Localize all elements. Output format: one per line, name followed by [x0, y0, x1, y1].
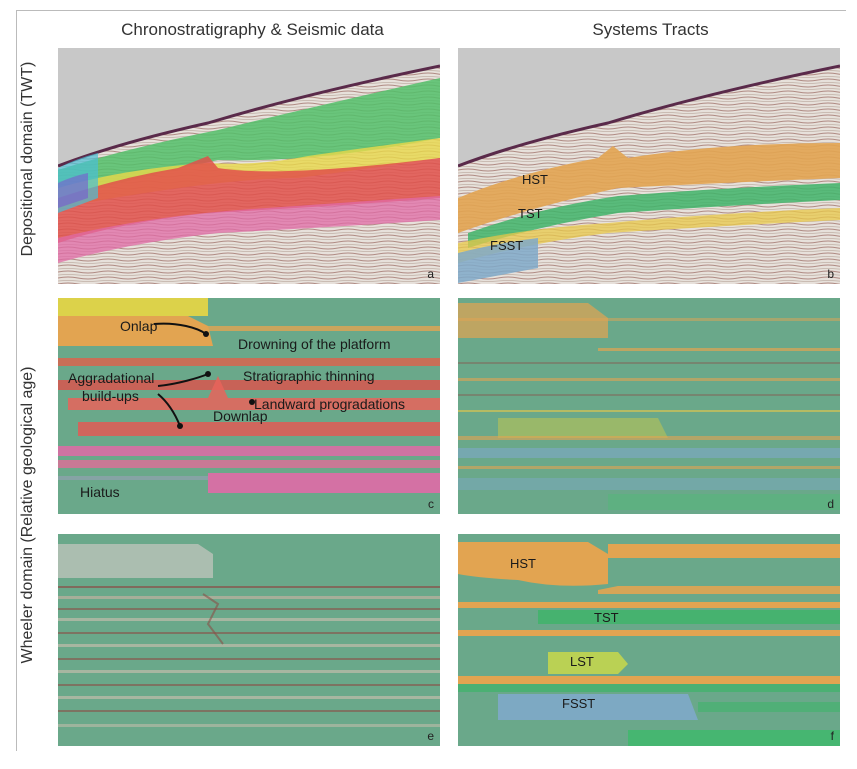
- row-title-wheeler: Wheeler domain (Relative geological age): [19, 366, 36, 664]
- panel-f-wheeler-systems-tracts: HST TST LST FSST f: [458, 534, 840, 746]
- annotation-downlap: Downlap: [213, 408, 268, 424]
- panel-c-wheeler-chronostratigraphy: Onlap Drowning of the platform Aggradati…: [58, 298, 440, 514]
- panel-f-label: f: [830, 729, 834, 743]
- panel-d-wheeler-systems-tracts: d: [458, 298, 840, 514]
- annotation-buildups: build-ups: [82, 388, 139, 404]
- tract-f-lst: LST: [570, 654, 594, 669]
- tract-f-fsst: FSST: [562, 696, 596, 711]
- panel-a-label: a: [427, 267, 434, 281]
- annotation-thinning: Stratigraphic thinning: [243, 368, 375, 384]
- annotation-aggradational: Aggradational: [68, 370, 155, 386]
- panel-e-wheeler-seismic: e: [58, 534, 440, 746]
- row-title-depositional: Depositional domain (TWT): [19, 61, 36, 257]
- annotation-landward: Landward progradations: [254, 396, 405, 412]
- panel-b-systems-tracts-seismic: HST TST FSST b: [458, 48, 840, 284]
- annotation-hiatus: Hiatus: [80, 484, 120, 500]
- panel-d-label: d: [827, 497, 834, 511]
- annotation-onlap: Onlap: [120, 318, 158, 334]
- tract-b-fsst: FSST: [490, 238, 524, 253]
- figure-frame: [16, 10, 846, 751]
- panel-e-label: e: [427, 729, 434, 743]
- tract-f-tst: TST: [594, 610, 619, 625]
- panel-a-seismic-chronostratigraphy: a: [58, 48, 440, 284]
- column-title-chronostratigraphy: Chronostratigraphy & Seismic data: [121, 20, 384, 39]
- tract-b-tst: TST: [518, 206, 543, 221]
- annotation-drowning: Drowning of the platform: [238, 336, 391, 352]
- column-title-systems-tracts: Systems Tracts: [592, 20, 709, 39]
- panel-c-label: c: [428, 497, 434, 511]
- tract-f-hst: HST: [510, 556, 536, 571]
- panel-b-label: b: [827, 267, 834, 281]
- tract-b-hst: HST: [522, 172, 548, 187]
